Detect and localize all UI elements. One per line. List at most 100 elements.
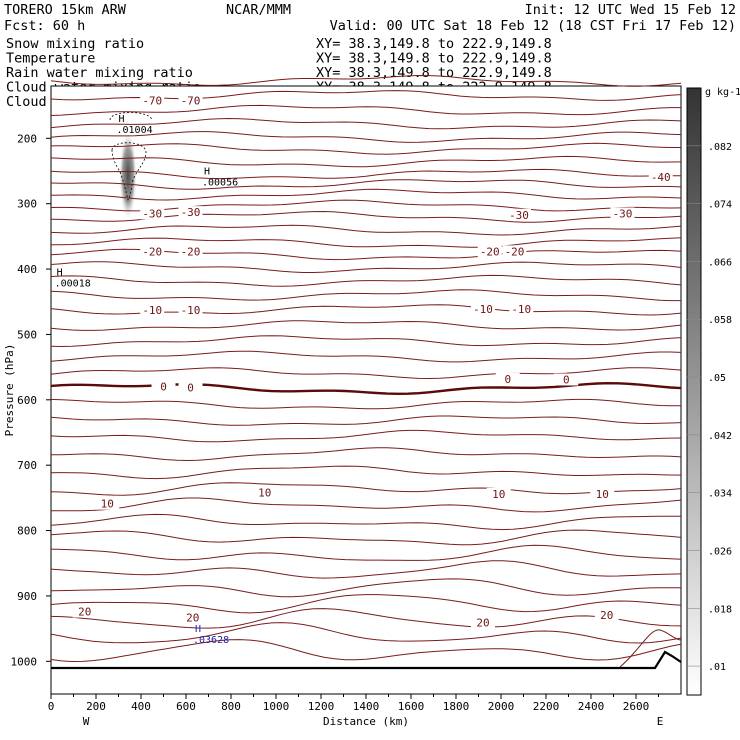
max-value: .00018 — [55, 279, 91, 290]
max-marker: H — [204, 166, 210, 177]
contour-label-bg — [477, 245, 502, 258]
isotherm-line — [50, 544, 682, 561]
legend-item: Temperature — [6, 51, 95, 67]
org-label: NCAR/MMM — [226, 2, 291, 18]
colorbar-tick-label: .05 — [708, 373, 726, 384]
contour-label: -20 — [181, 245, 201, 258]
max-value: .01004 — [117, 125, 153, 136]
x-tick-label: 0 — [48, 700, 55, 713]
contour-label-bg — [486, 487, 511, 500]
contour-label-bg — [554, 373, 579, 386]
isotherm-line — [50, 415, 682, 426]
colorbar-tick-label: .034 — [708, 489, 732, 500]
init-time: Init: 12 UTC Wed 15 Feb 12 — [525, 2, 736, 18]
contour-label-bg — [95, 497, 120, 510]
isotherm-line — [50, 465, 682, 480]
contour-label: -10 — [473, 303, 493, 316]
y-axis: 200 300 400 500 600 700 800 900 1000 — [11, 132, 51, 668]
y-tick-label: 400 — [17, 263, 37, 276]
cloud-ice-contour — [111, 142, 147, 201]
isotherm-line — [50, 608, 682, 629]
colorbar-unit: g kg-1 — [705, 87, 740, 98]
y-tick-label: 600 — [17, 394, 37, 407]
y-tick-label: 900 — [17, 590, 37, 603]
colorbar-tick-label: .042 — [708, 431, 732, 442]
contour-labels: -70 -70 -40 -30 -30 -30 -30 -20 -20 -20 -20 -10 -10 -… — [72, 94, 673, 630]
contour-label: 0 — [160, 381, 167, 394]
contour-label: -30 — [613, 207, 633, 220]
isotherm-line — [50, 622, 682, 644]
legend-item: Snow mixing ratio — [6, 36, 144, 52]
max-marker: H — [57, 268, 63, 279]
contour-label: -10 — [181, 304, 201, 317]
isotherm-line — [50, 168, 681, 180]
contour-label: 10 — [492, 488, 505, 501]
isotherm-line — [50, 179, 682, 190]
contour-label: 20 — [78, 606, 91, 619]
y-axis-title: Pressure (hPa) — [3, 344, 16, 437]
contour-label-bg — [594, 608, 619, 621]
x-axis-title: Distance (km) — [323, 715, 409, 728]
contour-label-bg — [509, 302, 534, 315]
contour-label: 10 — [101, 498, 114, 511]
legend-xy: XY= 38.3,149.8 to 222.9,149.8 — [316, 65, 552, 81]
contour-label: 20 — [600, 609, 613, 622]
contour-label: 10 — [596, 488, 609, 501]
contour-label: 10 — [258, 487, 271, 500]
colorbar-tick-label: .058 — [708, 315, 732, 326]
contour-label-bg — [648, 170, 673, 183]
isotherm-line — [51, 237, 682, 248]
colorbar-tick-label: .018 — [708, 604, 732, 615]
contour-label-bg — [140, 207, 165, 220]
colorbar-fill — [686, 87, 702, 696]
contour-label: 0 — [504, 373, 511, 386]
contour-label: -70 — [181, 94, 201, 107]
x-axis: 0 200 400 600 800 1000 1200 1400 1600 1800 2000 220… — [48, 694, 659, 713]
isotherm-line — [50, 482, 682, 496]
terrain-line — [51, 650, 682, 670]
contour-label-bg — [471, 302, 495, 315]
isotherm-line — [50, 289, 681, 302]
x-tick-label: 2000 — [488, 700, 515, 713]
isotherm-line — [50, 560, 682, 579]
legend-xy: XY= 38.3,149.8 to 222.9,149.8 — [316, 51, 552, 67]
colorbar-tick-label: .026 — [708, 546, 732, 557]
isotherm-line — [50, 639, 682, 663]
x-tick-label: 1600 — [398, 700, 425, 713]
colorbar-ticks: .01 .018 .026 .034 .042 .05 .058 .066 .074 .082 — [687, 142, 732, 673]
contour-label-bg — [180, 611, 205, 624]
isotherm-line — [50, 529, 682, 546]
contour-label: -10 — [142, 304, 162, 317]
contour-label: -30 — [181, 206, 201, 219]
contour-label: -20 — [505, 245, 525, 258]
contour-label-bg — [151, 380, 176, 393]
isotherm-line — [619, 629, 682, 668]
contour-label: -10 — [511, 303, 531, 316]
contour-label: -40 — [651, 171, 671, 184]
forecast-hour: Fcst: 60 h — [4, 18, 85, 34]
contour-label-bg — [140, 245, 165, 258]
isotherm-line — [50, 155, 682, 168]
isotherm-line — [50, 261, 682, 273]
colorbar-tick-label: .01 — [708, 662, 726, 673]
contour-label: -20 — [480, 245, 500, 258]
contour-label: 0 — [187, 381, 194, 394]
east-label: E — [657, 715, 664, 728]
y-tick-label: 800 — [17, 525, 37, 538]
plot-area: -70 -70 -40 -30 -30 -30 -30 -20 -20 -20 -20 -10 -10 -… — [50, 74, 682, 695]
isotherm-line — [50, 335, 682, 348]
isotherm-line — [50, 74, 682, 87]
isotherm-line — [50, 320, 682, 331]
isotherm-line — [50, 429, 682, 443]
isotherm-line — [50, 513, 682, 531]
x-tick-label: 1000 — [263, 700, 290, 713]
contour-label-bg — [610, 207, 635, 220]
colorbar-tick-label: .082 — [708, 142, 732, 153]
x-tick-label: 1200 — [308, 700, 335, 713]
x-tick-label: 2200 — [533, 700, 560, 713]
contour-label-bg — [178, 381, 203, 394]
contour-label-bg — [252, 486, 277, 499]
isotherms — [50, 74, 682, 668]
